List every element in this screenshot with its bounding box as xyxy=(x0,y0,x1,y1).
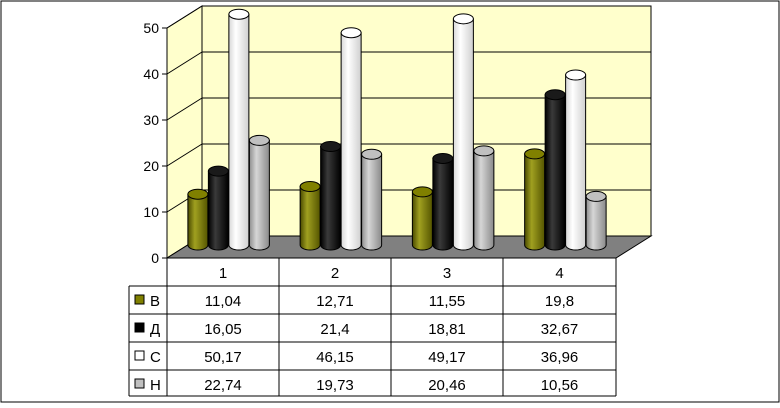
bar-body xyxy=(207,170,229,251)
gridline-side xyxy=(166,51,203,75)
data-label: 32,67 xyxy=(541,321,579,338)
data-label: 50,17 xyxy=(204,349,242,366)
bar-body xyxy=(320,146,342,251)
y-tick-label: 10 xyxy=(143,204,159,220)
data-label: 36,96 xyxy=(541,349,579,366)
bar-body xyxy=(361,153,383,251)
data-label: 21,4 xyxy=(320,321,349,338)
bar-top xyxy=(207,165,229,177)
bar-body xyxy=(340,32,362,251)
bar-С-3 xyxy=(452,13,474,251)
data-label: 10,56 xyxy=(541,377,579,394)
bar-top xyxy=(340,27,362,39)
bar-body xyxy=(432,157,454,251)
bar-top xyxy=(524,148,546,160)
bar-top xyxy=(544,89,566,101)
y-tick-label: 30 xyxy=(143,112,159,128)
bar-top xyxy=(565,69,587,81)
bar-top xyxy=(473,145,495,157)
legend-label: С xyxy=(150,349,161,366)
bar-body xyxy=(411,191,433,251)
x-tick-label: 3 xyxy=(443,265,451,282)
bar-body xyxy=(473,150,495,251)
data-table: 1 2 3 4 В 11,04 12,71 11,55 19,8 Д 16,05 21,4 18,81 3… xyxy=(128,257,617,397)
bar-Д-3 xyxy=(432,152,454,251)
bar-body xyxy=(248,139,270,251)
bar-body xyxy=(299,186,321,251)
bar-body xyxy=(544,94,566,251)
data-label: 19,73 xyxy=(316,377,354,394)
bar-top xyxy=(411,186,433,198)
legend-key xyxy=(134,350,145,361)
bar-top xyxy=(248,134,270,146)
bar-Н-1 xyxy=(248,134,270,251)
bar-top xyxy=(320,141,342,153)
legend-label: Д xyxy=(150,321,160,338)
legend-key xyxy=(134,294,145,305)
data-label: 16,05 xyxy=(204,321,242,338)
bar-top xyxy=(452,13,474,25)
bar-С-2 xyxy=(340,27,362,251)
bar-top xyxy=(228,8,250,20)
bar-С-4 xyxy=(565,69,587,251)
bar-body xyxy=(228,13,250,251)
y-tick-label: 0 xyxy=(151,250,159,266)
bar-top xyxy=(299,181,321,193)
bar-top xyxy=(585,190,607,202)
data-label: 18,81 xyxy=(428,321,466,338)
bar-Н-3 xyxy=(473,145,495,251)
data-label: 11,55 xyxy=(429,293,465,310)
y-axis: 0 10 20 30 40 50 xyxy=(143,20,168,266)
bar-body xyxy=(187,193,209,251)
data-label: 11,04 xyxy=(205,293,241,310)
bar-В-2 xyxy=(299,181,321,251)
data-label: 22,74 xyxy=(204,377,242,394)
bar-top xyxy=(361,148,383,160)
bar-body xyxy=(524,153,546,251)
bar-body xyxy=(452,18,474,251)
gridline-side xyxy=(166,5,203,29)
data-label: 46,15 xyxy=(316,349,354,366)
bar-Н-2 xyxy=(361,148,383,251)
bar-Н-4 xyxy=(585,190,607,251)
bars-group xyxy=(187,8,607,251)
x-tick-label: 4 xyxy=(555,265,563,282)
y-tick-label: 50 xyxy=(143,20,159,36)
bar-body xyxy=(585,195,607,251)
gridline-side xyxy=(166,143,203,167)
gridline-side xyxy=(166,97,203,121)
bar-top xyxy=(432,152,454,164)
bar-В-1 xyxy=(187,188,209,251)
y-tick-label: 20 xyxy=(143,158,159,174)
bar-top xyxy=(187,188,209,200)
bar-Д-4 xyxy=(544,89,566,251)
bar-В-3 xyxy=(411,186,433,251)
y-tick-label: 40 xyxy=(143,66,159,82)
bar-Д-1 xyxy=(207,165,229,251)
data-label: 49,17 xyxy=(428,349,466,366)
bar-В-4 xyxy=(524,148,546,251)
x-tick-label: 2 xyxy=(331,265,339,282)
data-label: 19,8 xyxy=(545,293,574,310)
bar-body xyxy=(565,74,587,251)
bar-С-1 xyxy=(228,8,250,251)
x-tick-label: 1 xyxy=(219,265,227,282)
legend-key xyxy=(134,322,145,333)
data-label: 12,71 xyxy=(316,293,354,310)
legend-label: Н xyxy=(150,377,161,394)
bar-Д-2 xyxy=(320,141,342,251)
data-label: 20,46 xyxy=(428,377,466,394)
legend-key xyxy=(134,378,145,389)
legend-label: В xyxy=(150,293,160,310)
